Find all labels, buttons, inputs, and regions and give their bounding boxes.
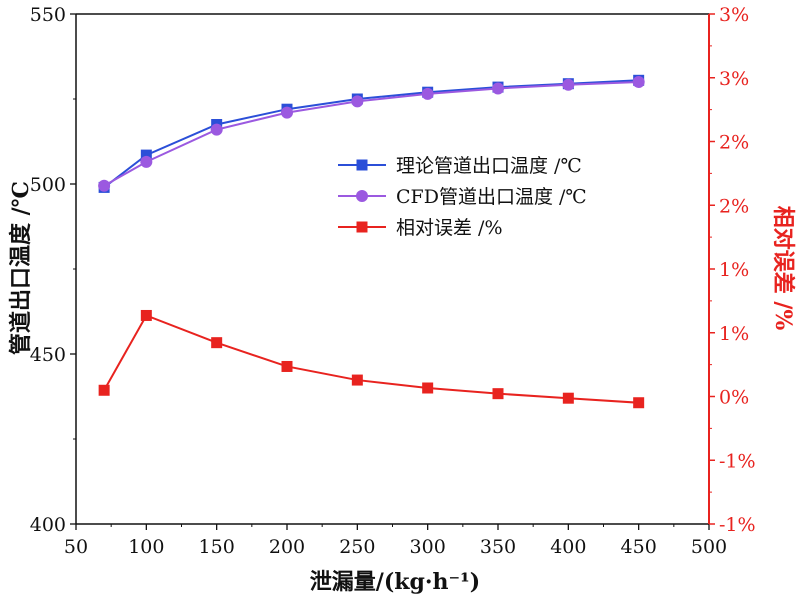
x-tick-label: 500 — [691, 536, 727, 558]
legend-label: 理论管道出口温度 /℃ — [396, 155, 582, 177]
x-axis-ticks: 50 100 150 200 250 300 350 400 450 500 — [64, 524, 727, 558]
series-2 — [98, 76, 645, 192]
data-point — [351, 374, 363, 386]
right-y-tick-label: 3% — [719, 4, 749, 26]
data-point — [281, 360, 293, 372]
data-point — [421, 87, 434, 100]
legend-item: 相对误差 /% — [338, 217, 503, 239]
x-tick-label: 50 — [64, 536, 88, 558]
x-tick-label: 350 — [480, 536, 516, 558]
data-point — [562, 78, 575, 91]
data-point — [281, 106, 293, 119]
x-tick-label: 450 — [621, 536, 657, 558]
right-y-axis-title: 相对误差 /% — [770, 206, 796, 331]
data-point — [140, 309, 152, 321]
legend: 理论管道出口温度 /℃ CFD管道出口温度 /℃ 相对误差 /% — [338, 155, 587, 239]
left-y-tick-label: 500 — [30, 174, 66, 196]
data-point — [98, 384, 110, 396]
data-point — [351, 95, 364, 108]
x-tick-label: 200 — [269, 536, 305, 558]
x-axis-title: 泄漏量/(kg·h⁻¹) — [310, 569, 480, 595]
data-point — [633, 397, 645, 409]
left-y-tick-label: 550 — [30, 4, 66, 26]
data-point — [422, 382, 434, 394]
right-y-tick-label: -1% — [719, 514, 756, 536]
right-y-axis-ticks: -1% -1% 0% 1% 1% 2% 2% 3% 3% — [709, 4, 756, 536]
x-tick-label: 150 — [199, 536, 235, 558]
right-y-tick-label: 2% — [719, 195, 749, 217]
x-tick-label: 400 — [550, 536, 586, 558]
right-y-tick-label: 3% — [719, 68, 749, 90]
series-3 — [98, 309, 645, 409]
x-tick-label: 300 — [410, 536, 446, 558]
data-point — [140, 149, 152, 161]
left-y-tick-label: 400 — [30, 514, 66, 536]
legend-label: 相对误差 /% — [396, 217, 503, 239]
left-y-axis-ticks: 400 450 500 550 — [30, 4, 76, 536]
series-layer — [98, 74, 645, 409]
data-point — [562, 392, 574, 404]
left-y-axis-title: 管道出口温度 /℃ — [8, 181, 34, 355]
plot-frame — [75, 13, 710, 525]
x-tick-label: 100 — [128, 536, 164, 558]
legend-marker — [356, 221, 368, 233]
right-y-tick-label: -1% — [719, 450, 756, 472]
left-y-tick-label: 450 — [30, 344, 66, 366]
legend-label: CFD管道出口温度 /℃ — [396, 186, 587, 208]
data-point — [98, 179, 111, 192]
legend-item: 理论管道出口温度 /℃ — [338, 155, 582, 177]
data-point — [632, 76, 645, 88]
x-tick-label: 250 — [339, 536, 375, 558]
series-line — [103, 314, 639, 404]
data-point — [492, 388, 504, 400]
data-point — [140, 155, 153, 168]
legend-marker — [356, 159, 368, 171]
data-point — [492, 82, 504, 95]
data-point — [210, 123, 223, 136]
legend-item: CFD管道出口温度 /℃ — [338, 186, 587, 208]
right-y-tick-label: 1% — [719, 259, 749, 281]
right-y-tick-label: 2% — [719, 132, 749, 154]
data-point — [211, 337, 223, 349]
right-y-tick-label: 1% — [719, 323, 749, 345]
right-y-tick-label: 0% — [719, 387, 749, 409]
legend-marker — [356, 190, 368, 202]
